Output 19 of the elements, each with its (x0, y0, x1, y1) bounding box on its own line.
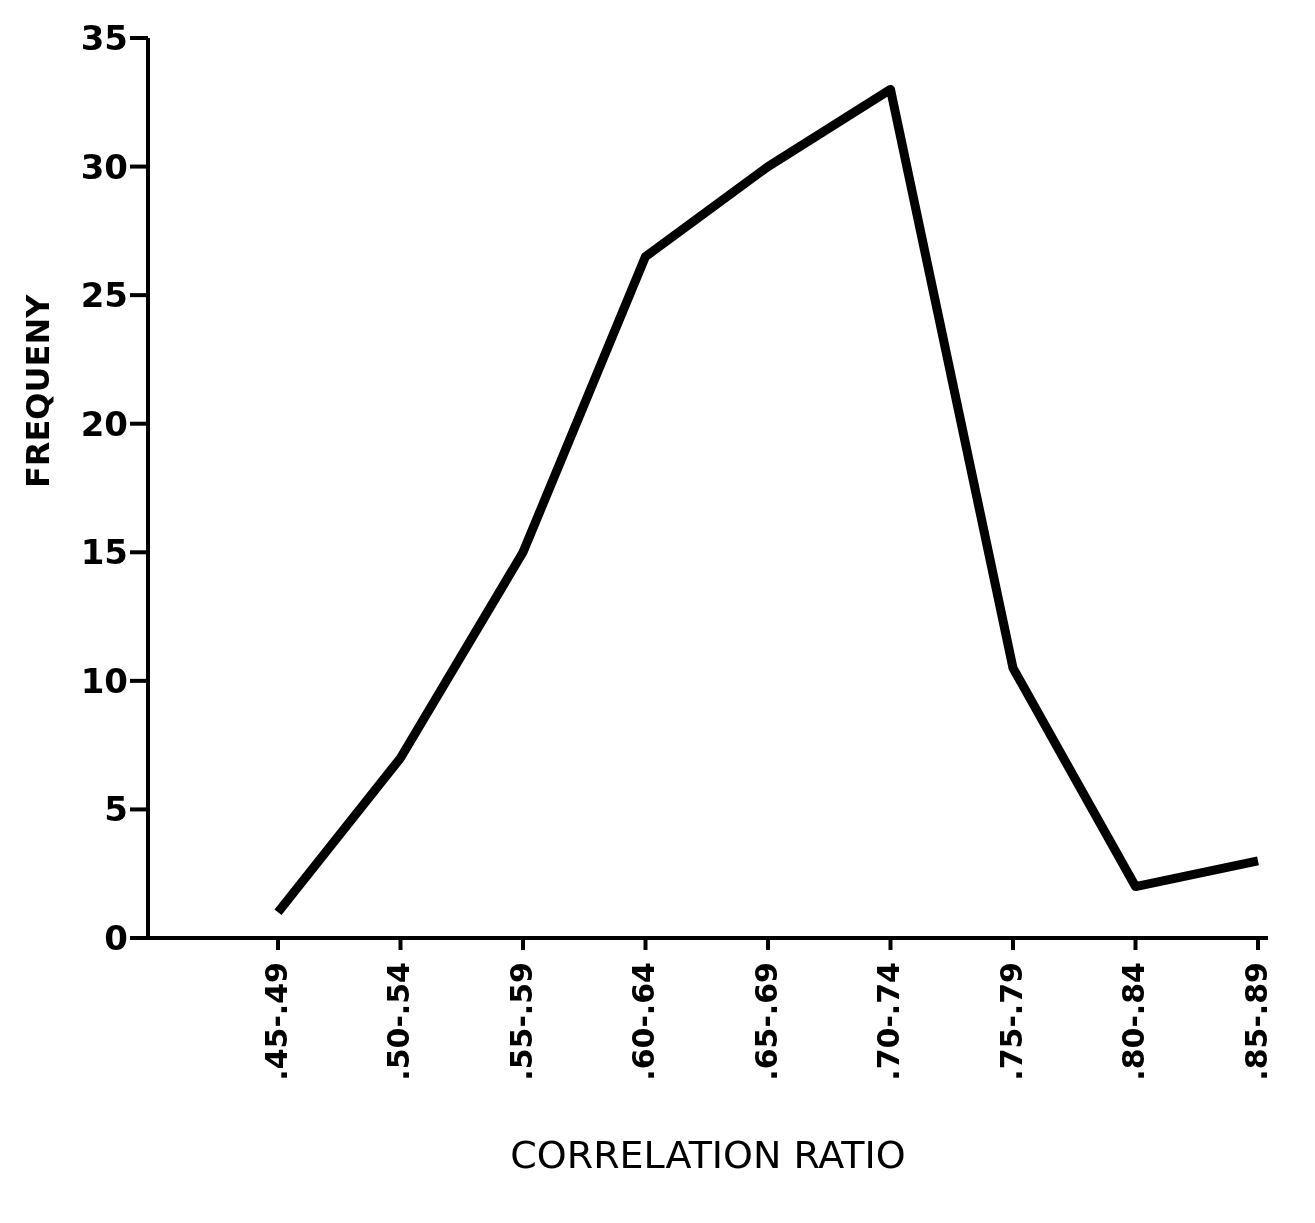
x-tick-label: .80-.84 (1116, 962, 1151, 1081)
y-tick-label: 15 (80, 532, 128, 573)
x-tick-label: .60-.64 (626, 962, 661, 1081)
x-axis-title: CORRELATION RATIO (510, 1133, 906, 1177)
y-axis-title: FREQUENY (19, 293, 58, 488)
x-tick-label: .55-.59 (503, 962, 539, 1081)
x-tick-label: .50-.54 (381, 962, 416, 1081)
y-tick-label: 10 (80, 660, 128, 701)
y-tick-label: 0 (104, 918, 128, 959)
x-tick-label: .70-.74 (871, 962, 906, 1081)
x-tick-label: .65-.69 (748, 962, 784, 1081)
y-tick-label: 5 (104, 789, 128, 830)
x-tick-label: .85-.89 (1238, 962, 1274, 1081)
y-tick-label: 35 (80, 18, 128, 59)
y-tick-label: 25 (80, 275, 128, 316)
x-tick-label: .45-.49 (258, 962, 294, 1081)
x-tick-label: .75-.79 (993, 962, 1029, 1081)
y-tick-label: 30 (80, 146, 128, 187)
y-tick-label: 20 (80, 403, 128, 444)
